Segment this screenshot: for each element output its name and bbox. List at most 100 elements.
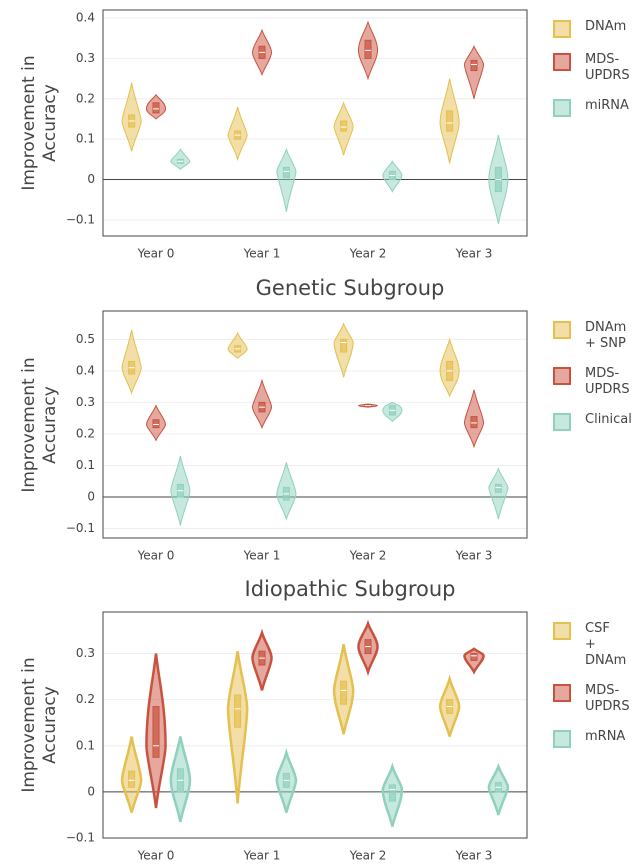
legend-swatch (553, 321, 571, 339)
x-tick-label: Year 3 (455, 549, 493, 563)
legend-label: Clinical (585, 412, 632, 427)
y-tick-label: 0 (87, 172, 95, 186)
violin-box (152, 102, 160, 114)
legend-swatch (553, 622, 571, 640)
violin (488, 135, 509, 224)
violin (438, 674, 461, 737)
violin (170, 148, 191, 171)
violin (275, 747, 298, 813)
violin (332, 644, 355, 735)
violin (169, 736, 192, 823)
violin (276, 462, 297, 521)
y-tick-label: 0.4 (76, 11, 95, 25)
y-tick-label: 0.3 (76, 395, 95, 409)
y-tick-label: 0.1 (76, 132, 95, 146)
violin (227, 331, 248, 360)
legend-swatch (553, 367, 571, 385)
y-tick-label: −0.1 (66, 831, 95, 845)
violin (145, 404, 167, 442)
violin-box (340, 120, 348, 132)
x-tick-label: Year 2 (349, 247, 387, 261)
violin-box (446, 110, 454, 132)
violin-box (340, 338, 348, 353)
violin-box (152, 419, 160, 429)
legend-entry: miRNA (553, 98, 630, 117)
violin-box (152, 706, 160, 758)
chart-title: Genetic Subgroup (256, 276, 445, 300)
violin (488, 467, 509, 520)
x-tick-label: Year 1 (243, 849, 281, 863)
legend-entry: MDS- UPDRS (553, 683, 636, 715)
violin (382, 160, 403, 193)
legend-entry: CSF + DNAm (553, 621, 636, 669)
legend-entry: DNAm + SNP (553, 320, 632, 352)
y-tick-label: 0.1 (76, 738, 95, 752)
y-tick-label: −0.1 (66, 521, 95, 535)
violin (463, 647, 485, 675)
x-tick-label: Year 1 (243, 549, 281, 563)
violin (251, 628, 273, 691)
y-tick-label: 0.2 (76, 91, 95, 105)
violin (145, 93, 167, 120)
legend-swatch (553, 20, 571, 38)
violin (357, 403, 379, 408)
y-axis-title: Improvement in Accuracy (19, 657, 60, 793)
y-tick-label: 0.2 (76, 692, 95, 706)
legend-entry: mRNA (553, 729, 636, 748)
legend-label: mRNA (585, 729, 626, 744)
violin-box (364, 39, 372, 59)
violin-box (494, 483, 502, 493)
violin-box (128, 770, 136, 788)
legend-entry: Clinical (553, 412, 632, 431)
x-tick-label: Year 0 (137, 549, 175, 563)
violin (357, 20, 379, 81)
violin (357, 619, 379, 677)
legend-swatch (553, 53, 571, 71)
violin (381, 762, 404, 827)
x-tick-label: Year 2 (349, 549, 387, 563)
violin (463, 389, 485, 449)
violin-body (463, 44, 485, 99)
violin-box (470, 416, 478, 429)
x-tick-label: Year 0 (137, 849, 175, 863)
violin (251, 378, 273, 430)
violin-box (234, 694, 242, 728)
legend-swatch (553, 730, 571, 748)
y-tick-label: 0.3 (76, 646, 95, 660)
y-tick-label: 0.3 (76, 51, 95, 65)
y-axis-title: Improvement in Accuracy (19, 356, 60, 493)
violin (382, 401, 403, 423)
violin-box (470, 653, 478, 661)
violin-box (282, 166, 290, 178)
plot-frame (102, 611, 528, 839)
legend-swatch (553, 99, 571, 117)
x-tick-label: Year 3 (455, 247, 493, 261)
violin (333, 101, 354, 156)
legend-label: MDS- UPDRS (585, 52, 630, 83)
violin (226, 651, 249, 804)
violin (145, 653, 167, 809)
violin (276, 147, 297, 212)
legend: DNAm MDS- UPDRS miRNA (553, 19, 630, 117)
violin (170, 455, 191, 526)
plot-frame (102, 9, 528, 237)
legend-label: DNAm (585, 19, 627, 34)
violin-box (340, 680, 348, 705)
x-tick-label: Year 2 (349, 849, 387, 863)
y-axis-title: Improvement in Accuracy (19, 55, 60, 191)
y-tick-label: 0.4 (76, 363, 95, 377)
violin (463, 44, 485, 99)
x-tick-label: Year 1 (243, 247, 281, 261)
plot-frame (102, 310, 528, 539)
violin (439, 337, 460, 398)
legend: CSF + DNAm MDS- UPDRS mRNA (553, 621, 636, 748)
legend-label: CSF + DNAm (585, 621, 627, 668)
y-tick-label: 0 (87, 784, 95, 798)
legend-entry: MDS- UPDRS (553, 52, 630, 84)
y-tick-label: 0 (87, 490, 95, 504)
legend-entry: DNAm (553, 19, 630, 38)
violin (333, 322, 354, 378)
violin-box (470, 59, 478, 72)
